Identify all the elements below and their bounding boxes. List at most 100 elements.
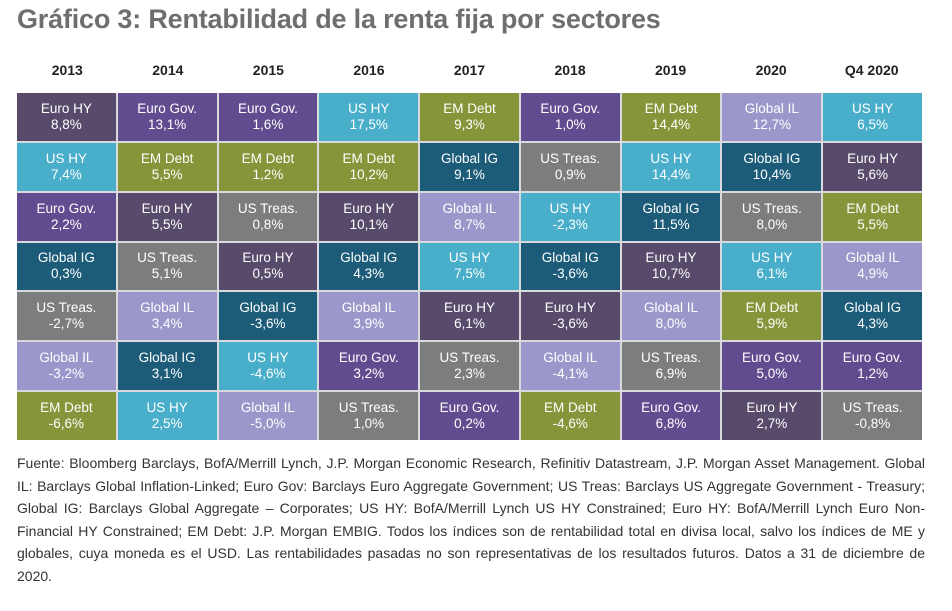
sector-name: Global IL (341, 300, 396, 316)
return-value: 14,4% (651, 116, 691, 132)
table-cell: Global IG 0,3% (17, 242, 116, 291)
table-cell: US Treas. 0,8% (218, 192, 318, 241)
table-cell: US Treas. 0,9% (520, 142, 620, 191)
return-value: 0,8% (252, 216, 284, 232)
return-value: 6,1% (454, 316, 485, 332)
table-cell: EM Debt 14,4% (621, 93, 721, 141)
sector-name: Global IG (440, 150, 498, 166)
table-cell: EM Debt 5,5% (117, 142, 217, 191)
table-cell: EM Debt 9,3% (420, 93, 519, 141)
table-cell: Euro Gov. 1,0% (520, 93, 620, 141)
table-cell: Euro HY 2,7% (722, 392, 822, 440)
sector-name: EM Debt (745, 300, 799, 316)
table-cell: Global IG -3,6% (218, 292, 318, 341)
table-cell: US HY 6,5% (823, 93, 922, 141)
sector-name: EM Debt (140, 150, 194, 166)
table-cell: Euro Gov. 0,2% (420, 392, 519, 440)
sector-name: US Treas. (439, 350, 500, 366)
return-value: 1,6% (252, 116, 284, 132)
table-cell: Global IG -3,6% (520, 242, 620, 291)
sector-name: US HY (45, 150, 88, 166)
sector-name: EM Debt (644, 100, 698, 116)
table-cell: Euro Gov. 1,2% (823, 342, 922, 391)
sector-name: US HY (549, 200, 591, 216)
sector-name: Global IL (845, 250, 900, 266)
sector-name: Global IL (744, 100, 799, 116)
table-cell: EM Debt -4,6% (520, 392, 620, 440)
return-value: -3,6% (552, 266, 588, 282)
sector-name: Euro HY (242, 250, 294, 266)
table-cell: Global IG 4,3% (823, 292, 922, 341)
sector-name: US Treas. (237, 200, 298, 216)
table-cell: Euro HY 6,1% (420, 292, 519, 341)
table-cell: US HY -2,3% (520, 192, 620, 241)
sector-name: Global IG (844, 300, 902, 316)
table-cell: EM Debt 10,2% (319, 142, 419, 191)
return-value: 3,2% (353, 366, 385, 382)
return-value: 1,2% (857, 366, 888, 382)
sector-name: EM Debt (544, 400, 597, 416)
return-value: 10,7% (651, 266, 691, 282)
sector-name: Global IG (138, 350, 196, 366)
return-value: 4,9% (857, 266, 888, 282)
return-value: 13,1% (148, 116, 187, 132)
table-cell: Global IL 8,0% (621, 292, 721, 341)
sector-name: EM Debt (40, 400, 93, 416)
column-header-2013: 2013 (51, 62, 83, 78)
table-cell: Euro HY 5,5% (117, 192, 217, 241)
sector-name: US Treas. (540, 150, 601, 166)
return-value: 6,9% (655, 366, 687, 382)
table-cell: Global IG 3,1% (117, 342, 217, 391)
return-value: 1,0% (554, 116, 586, 132)
return-value: 5,9% (756, 316, 788, 332)
sector-name: EM Debt (342, 150, 395, 166)
table-cell: Euro Gov. 3,2% (319, 342, 419, 391)
sector-name: Euro Gov. (641, 400, 701, 416)
return-value: 7,5% (454, 266, 485, 282)
sector-name: Global IL (543, 350, 598, 366)
sector-name: US Treas. (36, 300, 97, 316)
return-value: 5,0% (756, 366, 788, 382)
sector-name: US HY (650, 150, 692, 166)
return-value: -5,0% (250, 416, 286, 432)
table-cell: Global IL 3,4% (117, 292, 217, 341)
return-value: 6,1% (756, 266, 788, 282)
return-value: 0,2% (454, 416, 485, 432)
return-value: 5,6% (857, 166, 888, 182)
sector-name: Global IL (39, 350, 94, 366)
return-value: 10,2% (349, 166, 388, 182)
return-value: 2,2% (50, 216, 82, 232)
return-value: 5,5% (151, 216, 183, 232)
return-value: 17,5% (349, 116, 388, 132)
table-cell: Euro HY 0,5% (218, 242, 318, 291)
column-header-2016: 2016 (353, 62, 385, 78)
return-value: -4,6% (250, 366, 286, 382)
sector-name: US HY (146, 400, 188, 416)
return-value: 9,3% (454, 116, 485, 132)
return-value: 0,9% (554, 166, 586, 182)
table-cell: US Treas. 2,3% (420, 342, 519, 391)
sector-name: Euro HY (141, 200, 193, 216)
table-cell: Global IG 4,3% (319, 242, 419, 291)
column-header-2014: 2014 (152, 62, 184, 78)
table-cell: Global IL 3,9% (319, 292, 419, 341)
year-header-row: 2013 2014 2015 2016 2017 2018 2019 2020 Q4 2020 (17, 62, 922, 82)
return-value: -2,7% (48, 316, 85, 332)
table-cell: US Treas. 1,0% (319, 392, 419, 440)
sector-name: US Treas. (137, 250, 198, 266)
return-value: 5,5% (151, 166, 183, 182)
return-value: 5,5% (857, 216, 888, 232)
sector-name: Global IG (541, 250, 599, 266)
sector-name: Euro Gov. (540, 100, 601, 116)
column-header-q4-2020: Q4 2020 (844, 62, 899, 78)
table-cell: US HY 17,5% (319, 93, 419, 141)
sector-name: EM Debt (846, 200, 899, 216)
table-cell: EM Debt 5,5% (823, 192, 922, 241)
return-value: 6,8% (655, 416, 687, 432)
table-cell: US HY 7,5% (420, 242, 519, 291)
sector-name: Euro Gov. (439, 400, 500, 416)
return-value: 2,7% (756, 416, 788, 432)
sector-name: Euro Gov. (238, 100, 298, 116)
sector-name: Global IG (743, 150, 801, 166)
table-cell: Euro HY 5,6% (823, 142, 922, 191)
